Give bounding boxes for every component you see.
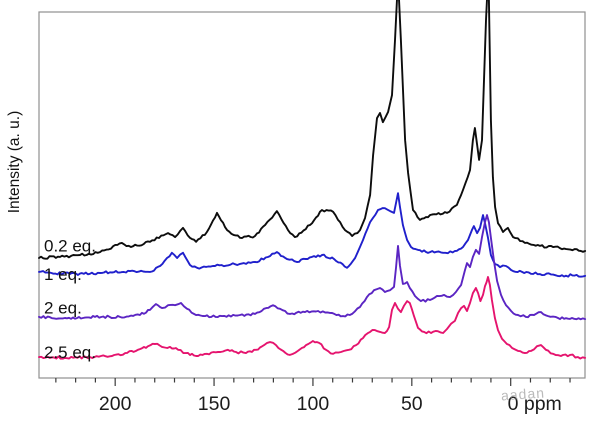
series-label-2-5-eq-: 2.5 eq. (44, 343, 96, 362)
trace-0-2-eq- (38, 0, 587, 260)
plot-box (38, 11, 586, 379)
series-label-2-eq-: 2 eq. (44, 299, 82, 318)
x-tick-label: 100 (297, 393, 330, 415)
x-tick-label: 50 (401, 393, 423, 415)
trace-1-eq- (38, 192, 587, 278)
series-label-0-2-eq-: 0.2 eq. (44, 236, 96, 255)
x-tick-label: 150 (198, 393, 231, 415)
y-axis-label: Intensity (a. u.) (6, 110, 23, 214)
trace-2-5-eq- (38, 276, 587, 360)
x-tick-label: 0 ppm (508, 393, 562, 415)
trace-2-eq- (38, 214, 587, 321)
x-tick-label: 200 (99, 393, 132, 415)
series-label-1-eq-: 1 eq. (44, 265, 82, 284)
watermark-text: aadan (500, 384, 546, 404)
